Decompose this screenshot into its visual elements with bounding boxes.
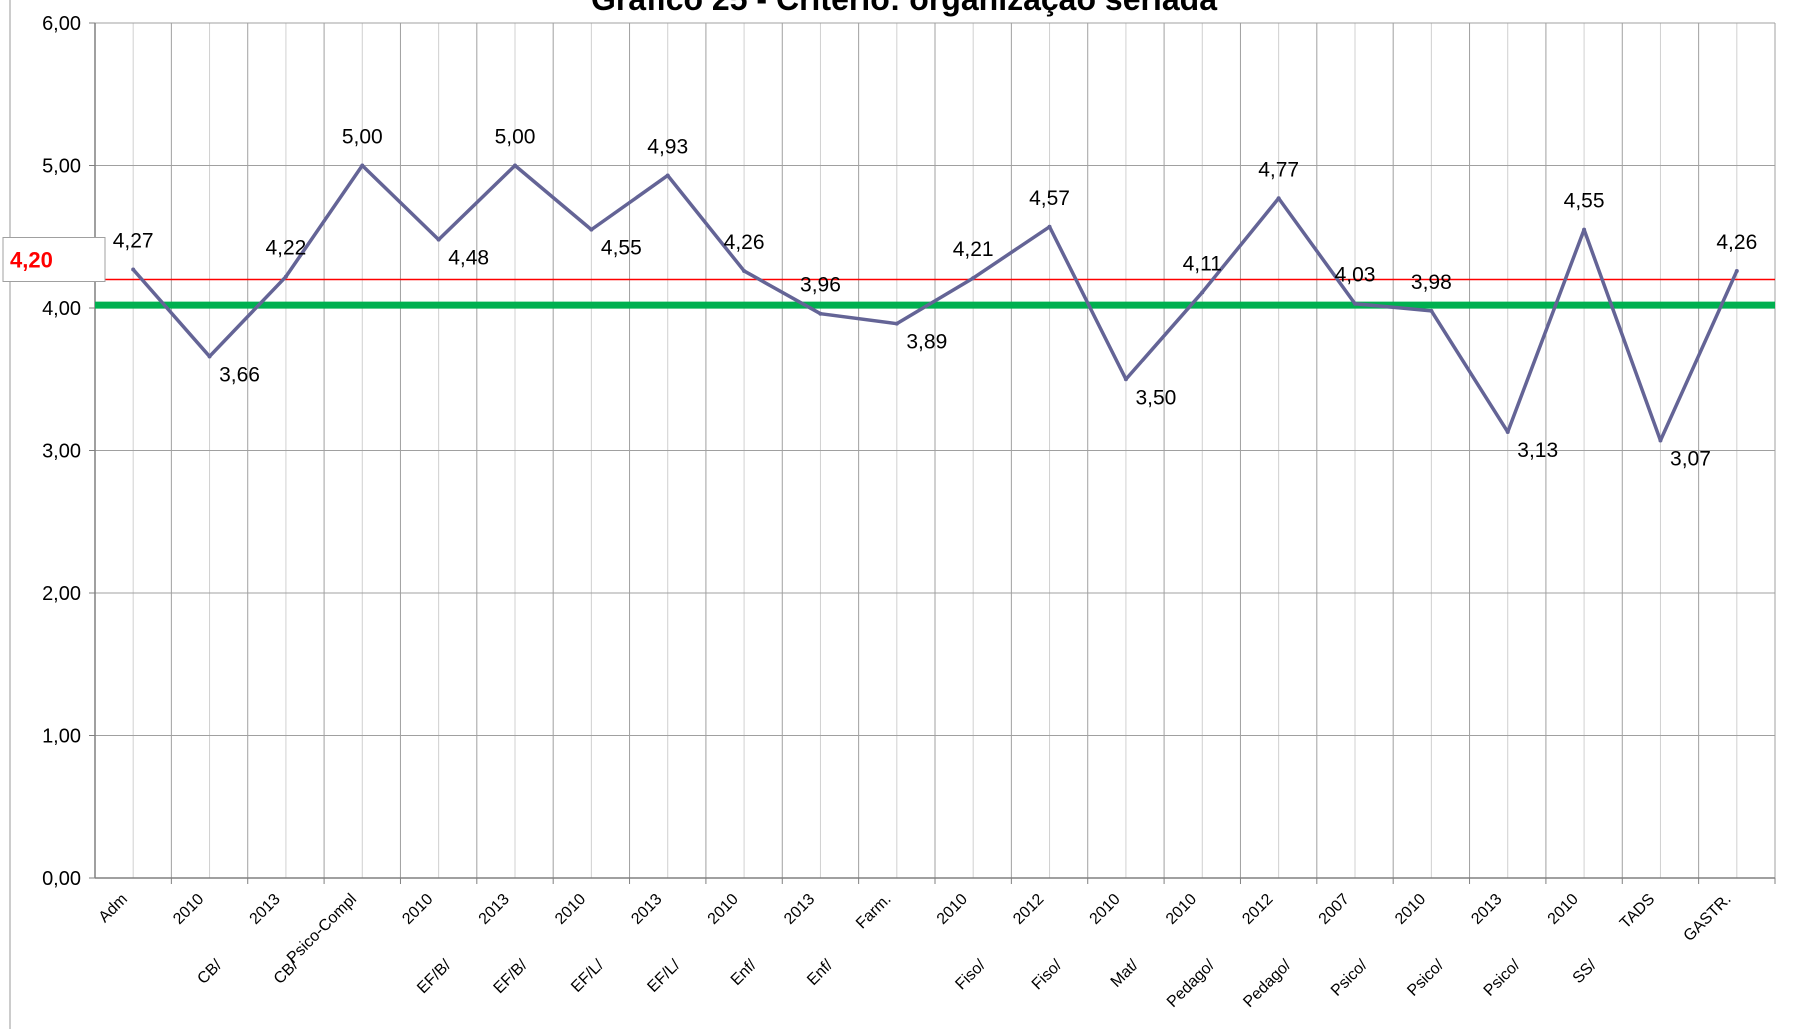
data-label: 3,13: [1517, 439, 1558, 462]
data-label: 4,22: [265, 237, 306, 260]
x-tick-label: GASTR.: [1681, 891, 1735, 945]
data-point: [436, 237, 441, 242]
data-point: [283, 274, 288, 279]
x-tick-label: 2012: [1239, 891, 1276, 928]
data-point: [1276, 196, 1281, 201]
y-tick-label: 4,00: [42, 298, 81, 320]
y-tick-label: 2,00: [42, 583, 81, 605]
data-point: [1047, 224, 1052, 229]
x-tick-label: Enf/: [728, 956, 761, 989]
y-tick-label: 3,00: [42, 441, 81, 463]
x-tick-label: Fiso/: [952, 956, 989, 993]
chart-title: Gráfico 25 - Critério: organização seria…: [591, 0, 1217, 17]
data-point: [818, 311, 823, 316]
x-tick-label: EF/L/: [568, 956, 607, 995]
x-tick-label: Mat/: [1108, 956, 1142, 990]
data-point: [1429, 308, 1434, 313]
data-point: [665, 173, 670, 178]
x-tick-label: 2010: [934, 891, 971, 928]
x-tick-label: 2010: [399, 891, 436, 928]
x-tick-label: Adm: [96, 891, 131, 926]
data-label: 4,55: [1564, 190, 1605, 213]
data-label: 4,11: [1183, 252, 1222, 275]
x-tick-label: 2013: [476, 891, 513, 928]
data-point: [1734, 268, 1739, 273]
x-tick-label: EF/L/: [644, 956, 683, 995]
data-label: 4,55: [601, 237, 642, 260]
x-tick-label: TADS: [1617, 891, 1658, 932]
data-label: 4,48: [448, 247, 489, 270]
reference-label: 4,20: [10, 248, 53, 273]
x-tick-label: 2012: [1010, 891, 1047, 928]
data-label: 4,21: [953, 238, 994, 261]
data-point: [207, 354, 212, 359]
data-label: 4,57: [1029, 187, 1070, 210]
data-label: 4,03: [1335, 264, 1376, 287]
x-tick-label: EF/B/: [414, 956, 455, 997]
data-point: [589, 227, 594, 232]
x-tick-label: 2013: [247, 891, 284, 928]
reference-label-box: [2, 237, 106, 282]
data-point: [894, 321, 899, 326]
data-label: 5,00: [495, 126, 536, 149]
data-label: 4,77: [1258, 158, 1299, 181]
data-label: 4,26: [724, 231, 765, 254]
y-tick-label: 5,00: [42, 156, 81, 178]
x-tick-label: Farm.: [853, 891, 895, 933]
data-point: [742, 268, 747, 273]
x-tick-label: 2010: [1392, 891, 1429, 928]
x-tick-label: SS/: [1570, 956, 1601, 987]
x-tick-label: Pedago/: [1164, 956, 1219, 1011]
x-tick-label: CB/: [194, 956, 225, 987]
data-point: [1123, 377, 1128, 382]
data-line: [131, 163, 1739, 443]
y-tick-label: 6,00: [42, 13, 81, 35]
data-point: [1353, 301, 1357, 306]
data-point: [1582, 227, 1587, 232]
x-tick-label: 2013: [781, 891, 818, 928]
x-tick-label: 2010: [170, 891, 207, 928]
x-tick-label: 2010: [1163, 891, 1200, 928]
data-point: [1658, 438, 1663, 443]
x-tick-label: Fiso/: [1029, 956, 1066, 993]
data-label: 3,50: [1135, 386, 1176, 409]
data-point: [1200, 290, 1205, 295]
data-label: 4,26: [1716, 231, 1757, 254]
x-tick-label: 2010: [1545, 891, 1582, 928]
x-tick-label: Pedago/: [1240, 956, 1295, 1011]
data-label: 3,89: [906, 331, 947, 354]
x-tick-label: EF/B/: [491, 956, 532, 997]
data-label: 3,07: [1670, 448, 1711, 471]
data-point: [971, 276, 976, 281]
data-label: 5,00: [342, 126, 383, 149]
data-label: 3,98: [1411, 271, 1452, 294]
x-tick-label: 2010: [705, 891, 742, 928]
y-tick-label: 1,00: [42, 726, 81, 748]
x-tick-label: 2007: [1316, 891, 1353, 928]
x-tick-label: 2010: [1087, 891, 1124, 928]
x-tick-label: 2010: [552, 891, 589, 928]
x-tick-label: Enf/: [804, 956, 837, 989]
x-tick-label: 2013: [1468, 891, 1505, 928]
data-point: [360, 163, 365, 168]
x-tick-label: Psico/: [1481, 956, 1524, 999]
data-point: [131, 267, 136, 272]
data-label: 3,66: [219, 363, 260, 386]
data-point: [513, 163, 517, 168]
x-tick-label: Psico/: [1328, 956, 1371, 999]
y-tick-label: 0,00: [42, 868, 81, 890]
data-label: 3,96: [800, 274, 841, 297]
x-tick-label: Psico-Compl: [284, 891, 360, 967]
data-point: [1505, 429, 1510, 434]
data-label: 4,27: [113, 230, 154, 253]
data-label: 4,93: [647, 135, 688, 158]
x-tick-label: Psico/: [1404, 956, 1447, 999]
x-tick-label: 2013: [628, 891, 665, 928]
